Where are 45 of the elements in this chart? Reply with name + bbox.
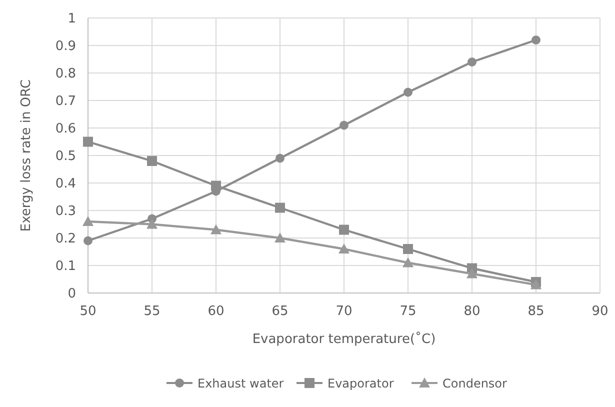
point — [339, 224, 349, 235]
y-tick-label: 0.2 — [55, 232, 76, 246]
x-tick-label: 70 — [336, 304, 352, 319]
point — [84, 236, 92, 246]
point — [82, 216, 94, 226]
x-tick-label: 90 — [592, 304, 608, 319]
x-tick-label: 85 — [528, 304, 544, 319]
y-tick-label: 0.8 — [55, 66, 76, 82]
x-tick-label: 65 — [272, 304, 288, 319]
point — [83, 136, 93, 147]
point — [146, 218, 158, 229]
x-tick-label: 50 — [80, 304, 96, 319]
y-axis-title: Exergy loss rate in ORC — [19, 79, 34, 232]
point — [276, 154, 284, 163]
point — [530, 279, 542, 290]
y-tick-label: 0.1 — [55, 259, 76, 274]
x-tick-label: 75 — [400, 304, 416, 319]
y-tick-label: 0.5 — [55, 149, 76, 164]
legend-label: Condensor — [442, 376, 508, 390]
y-tick-label: 0.3 — [55, 204, 76, 219]
point — [532, 36, 540, 44]
x-tick-label: 55 — [144, 304, 160, 319]
point — [147, 156, 157, 166]
x-tick-label: 60 — [208, 304, 224, 319]
point — [466, 268, 478, 278]
legend-label: Evaporator — [328, 376, 394, 390]
y-tick-label: 0.4 — [55, 176, 76, 192]
point — [404, 88, 412, 97]
point — [340, 120, 348, 130]
y-tick-label: 0.9 — [55, 39, 76, 54]
point — [403, 244, 413, 254]
point — [275, 202, 285, 213]
x-tick-label: 80 — [464, 304, 480, 319]
point — [210, 224, 222, 234]
point — [468, 58, 476, 66]
y-tick-label: 0 — [68, 286, 76, 302]
y-tick-label: 0.6 — [55, 122, 76, 136]
y-tick-label: 0.7 — [55, 94, 76, 109]
legend-label: Exhaust water — [198, 376, 284, 390]
point — [274, 232, 286, 242]
x-axis-title: Evaporator temperature(˚C) — [252, 331, 436, 347]
point — [338, 244, 350, 254]
point — [211, 180, 221, 191]
point — [402, 257, 414, 268]
y-tick-label: 1 — [68, 12, 76, 26]
